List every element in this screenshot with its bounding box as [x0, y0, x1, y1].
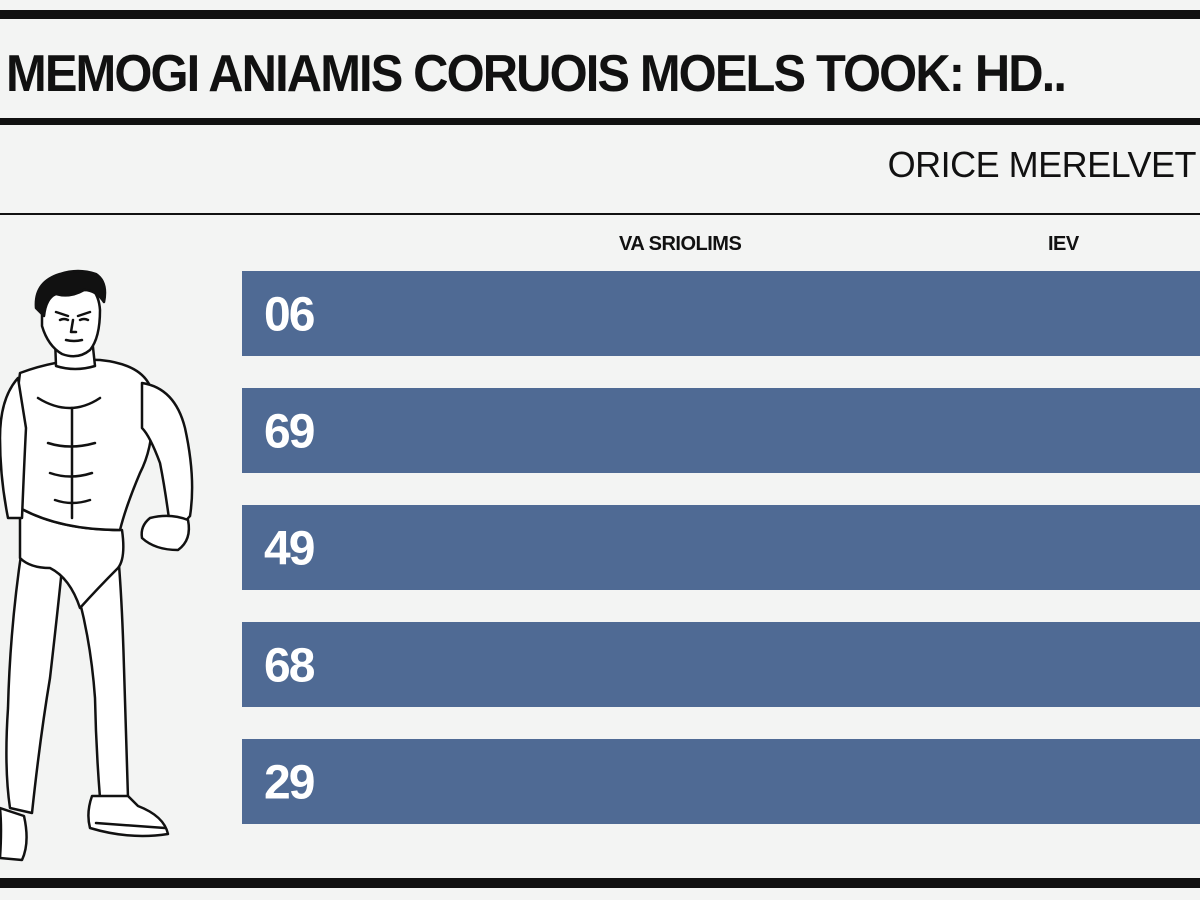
bar-label-5: 29	[264, 757, 314, 810]
bottom-border	[0, 878, 1200, 888]
bar-label-4: 68	[264, 640, 315, 693]
bar-label-2: 69	[264, 406, 314, 459]
bar-3	[242, 505, 1200, 590]
bar-label-3: 49	[264, 523, 314, 576]
bar-1	[242, 271, 1200, 356]
bar-4	[242, 622, 1200, 707]
header-divider	[0, 213, 1200, 215]
chart-subtitle: ORICE MERELVET	[887, 144, 1197, 185]
title-divider	[0, 118, 1200, 125]
muscular-man-icon	[0, 269, 194, 862]
bar-5	[242, 739, 1200, 824]
chart-title: MEMOGI ANIAMIS CORUOIS MOELS TOOK: HD..	[6, 45, 1067, 103]
top-border	[0, 10, 1200, 19]
bar-2	[242, 388, 1200, 473]
column-header-2: IEV	[1048, 233, 1079, 255]
column-header-1: VA SRIOLIMS	[619, 233, 742, 255]
bar-label-1: 06	[264, 289, 314, 342]
